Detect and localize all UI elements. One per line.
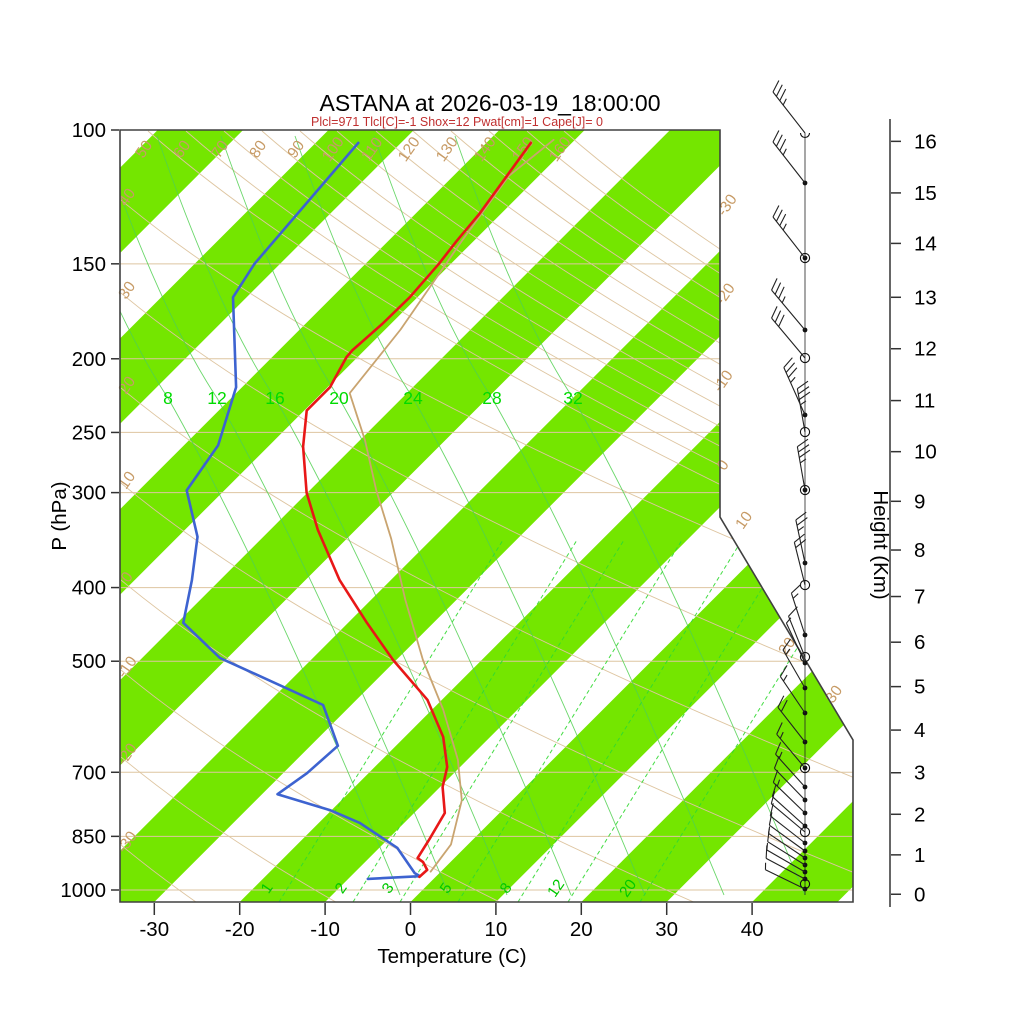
svg-text:15: 15 — [914, 182, 937, 205]
svg-text:9: 9 — [914, 490, 925, 513]
wind-barb — [772, 130, 808, 186]
svg-text:200: 200 — [72, 348, 106, 371]
parcel-curve — [348, 138, 555, 873]
svg-text:-30: -30 — [139, 918, 169, 941]
svg-text:20: 20 — [570, 918, 593, 941]
svg-text:12: 12 — [914, 338, 937, 361]
wind-barb — [795, 511, 808, 566]
wind-barb — [770, 791, 811, 838]
svg-text:4: 4 — [914, 719, 925, 742]
svg-text:-20: -20 — [225, 918, 255, 941]
svg-text:30: 30 — [655, 918, 678, 941]
svg-text:10: 10 — [914, 441, 937, 464]
wind-barb — [773, 756, 808, 803]
wind-barb — [767, 828, 808, 868]
svg-text:32: 32 — [563, 388, 582, 408]
chart-subtitle: Plcl=971 Tlcl[C]=-1 Shox=12 Pwat[cm]=1 C… — [311, 115, 603, 129]
svg-text:0: 0 — [914, 883, 925, 906]
wind-barb — [775, 742, 808, 790]
wind-barb — [796, 380, 811, 438]
svg-text:28: 28 — [482, 388, 501, 408]
wind-barb — [782, 638, 808, 691]
temperature-curve — [301, 141, 533, 879]
svg-text:20: 20 — [329, 388, 349, 408]
svg-text:16: 16 — [265, 388, 284, 408]
svg-text:20: 20 — [775, 634, 799, 658]
svg-text:7: 7 — [914, 586, 925, 609]
svg-text:10: 10 — [115, 468, 139, 492]
wind-barb — [771, 278, 808, 333]
chart-title: ASTANA at 2026-03-19_18:00:00 — [320, 90, 661, 116]
svg-text:14: 14 — [914, 232, 937, 255]
svg-text:13: 13 — [914, 286, 937, 309]
pressure-axis-label: P (hPa) — [48, 481, 71, 550]
wind-barb — [776, 722, 811, 774]
svg-text:10: 10 — [732, 508, 756, 532]
dry-adiabat-lines — [120, 130, 853, 902]
svg-text:1000: 1000 — [60, 879, 106, 902]
height-axis-label: Height (Km) — [869, 490, 892, 599]
svg-text:3: 3 — [914, 762, 925, 785]
svg-text:400: 400 — [72, 577, 106, 600]
svg-text:6: 6 — [914, 631, 925, 654]
svg-text:12: 12 — [544, 876, 568, 900]
wind-barb — [771, 306, 811, 364]
svg-text:250: 250 — [72, 421, 106, 444]
wind-barb — [793, 533, 811, 591]
svg-text:150: 150 — [72, 253, 106, 276]
plot-frame — [119, 129, 854, 903]
wind-barb — [777, 695, 808, 745]
svg-text:24: 24 — [403, 388, 423, 408]
svg-text:2: 2 — [914, 803, 925, 826]
wind-barb — [790, 583, 808, 638]
svg-text:1: 1 — [914, 844, 925, 867]
temperature-axis-label: Temperature (C) — [377, 945, 526, 968]
moist-adiabat-lines — [120, 135, 806, 896]
svg-text:10: 10 — [484, 918, 507, 941]
wind-barb — [764, 862, 808, 892]
svg-text:300: 300 — [72, 482, 106, 505]
svg-text:30: 30 — [115, 278, 139, 302]
svg-text:8: 8 — [914, 539, 925, 562]
wind-barb — [796, 438, 811, 496]
dewpoint-curve — [182, 141, 422, 881]
svg-text:130: 130 — [433, 134, 462, 165]
svg-text:16: 16 — [914, 130, 937, 153]
wind-barb — [769, 803, 808, 846]
svg-text:0: 0 — [405, 918, 416, 941]
wind-barb — [779, 665, 808, 716]
svg-text:500: 500 — [72, 650, 106, 673]
svg-text:100: 100 — [72, 119, 106, 142]
svg-text:40: 40 — [741, 918, 764, 941]
svg-text:11: 11 — [914, 390, 935, 413]
svg-text:-10: -10 — [710, 367, 737, 395]
wind-barb — [772, 205, 811, 264]
svg-text:850: 850 — [72, 825, 106, 848]
svg-text:-10: -10 — [310, 918, 340, 941]
wind-barb — [772, 80, 811, 139]
temperature-axis: -30 -20 -10 0 10 20 30 40 — [139, 903, 764, 941]
svg-text:-30: -30 — [714, 191, 741, 219]
wind-barb-column — [764, 80, 811, 895]
svg-text:700: 700 — [72, 761, 106, 784]
wind-barb — [785, 617, 808, 666]
svg-text:12: 12 — [207, 388, 226, 408]
wind-barb — [772, 769, 808, 816]
svg-text:80: 80 — [246, 137, 270, 161]
svg-text:5: 5 — [914, 676, 925, 699]
pressure-axis: 100 150 200 250 300 400 500 700 850 1000 — [60, 119, 119, 902]
svg-text:8: 8 — [163, 388, 173, 408]
wind-barb — [783, 357, 808, 418]
wind-barb — [768, 812, 808, 854]
